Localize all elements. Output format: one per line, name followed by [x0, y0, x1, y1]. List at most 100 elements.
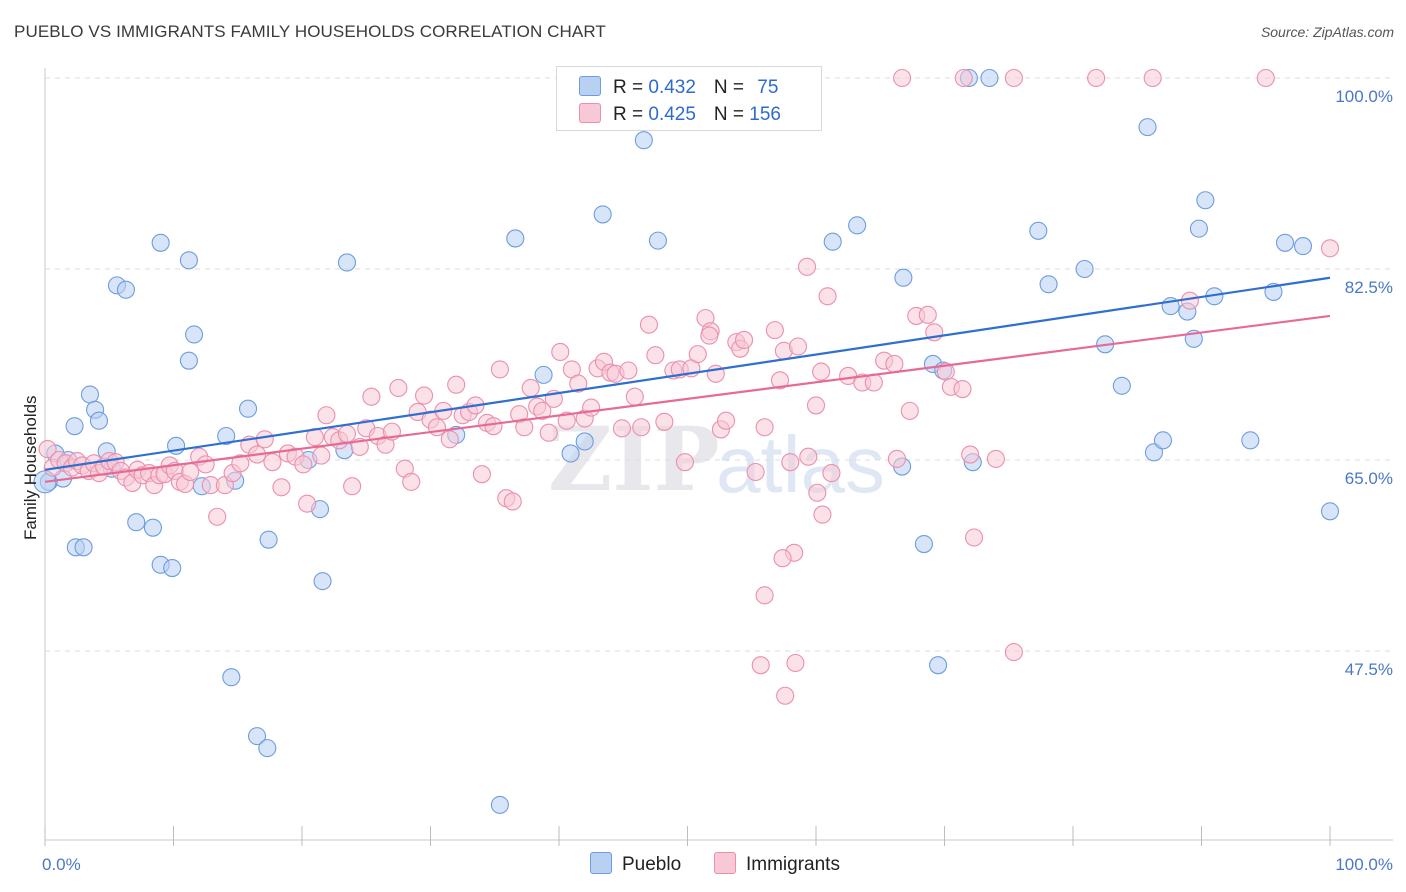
pueblo-point [222, 668, 241, 687]
pueblo-point [127, 513, 146, 532]
immigrants-point [961, 445, 980, 464]
immigrants-point [343, 477, 362, 496]
x-tick-label: 0.0% [42, 855, 81, 874]
pueblo-point [143, 518, 162, 537]
pueblo-point [1196, 191, 1215, 210]
immigrants-point [612, 419, 632, 438]
immigrants-point [773, 549, 792, 568]
immigrants-point [447, 375, 466, 394]
y-tick-label: 82.5% [1345, 278, 1393, 297]
immigrants-point [484, 417, 503, 436]
y-axis-label: Family Households [21, 395, 40, 540]
bottom-legend-pueblo-label: Pueblo [622, 854, 682, 875]
immigrants-point [632, 418, 651, 437]
bottom-legend-immigrants-label: Immigrants [746, 854, 840, 875]
x-tick-label: 100.0% [1335, 855, 1393, 874]
y-tick-label: 65.0% [1345, 469, 1393, 488]
immigrants-point [746, 462, 765, 482]
immigrants-point [533, 401, 552, 420]
immigrants-point [885, 354, 904, 374]
immigrants-point [490, 360, 509, 379]
immigrants-point [954, 68, 973, 88]
immigrants-point [1004, 68, 1023, 88]
immigrants-point [521, 378, 540, 398]
source-credit: Source: ZipAtlas.com [1260, 24, 1394, 40]
legend-n-value: 75 [757, 77, 779, 98]
immigrants-point [755, 586, 774, 605]
immigrants-point [625, 387, 644, 406]
pueblo-point [575, 432, 594, 451]
pueblo-point [80, 385, 100, 404]
pueblo-point [65, 417, 84, 436]
immigrants-point [389, 378, 408, 398]
pueblo-point [490, 795, 509, 814]
immigrants-point [312, 446, 331, 465]
pueblo-point [1153, 431, 1172, 450]
legend-r-value: 0.432 [648, 77, 696, 98]
bottom-legend-immigrants: Immigrants [714, 852, 840, 876]
immigrants-point [688, 345, 707, 364]
immigrants-point [799, 447, 818, 466]
immigrants-point [918, 305, 937, 324]
immigrants-point [818, 287, 837, 306]
immigrants-point [231, 454, 250, 473]
pueblo-point [823, 232, 842, 251]
pueblo-point [247, 727, 267, 746]
legend-box: R = 0.432 N = 75 R = 0.425 N = 156 [556, 66, 822, 131]
immigrants-point [298, 494, 317, 513]
pueblo-point [74, 538, 93, 557]
pueblo-point [593, 205, 612, 224]
immigrants-point [337, 424, 357, 443]
immigrants-point [806, 396, 826, 415]
immigrants-point [797, 257, 817, 276]
pueblo-point [1275, 233, 1295, 252]
immigrants-point [655, 412, 674, 431]
immigrants-swatch [579, 103, 601, 123]
legend-n-value: 156 [749, 104, 781, 125]
pueblo-point [337, 253, 357, 272]
immigrants-point [1004, 643, 1023, 662]
pueblo-point [534, 365, 553, 384]
immigrants-point [734, 330, 754, 349]
legend-r-value: 0.425 [648, 104, 696, 125]
pueblo-point [1293, 237, 1313, 256]
immigrants-point [415, 386, 434, 405]
immigrants-point [755, 418, 774, 437]
immigrants-point [208, 507, 227, 526]
pueblo-point [1138, 118, 1157, 137]
immigrants-point [822, 464, 841, 483]
immigrants-point [675, 453, 694, 472]
pueblo-point [914, 534, 933, 554]
immigrants-point [539, 423, 558, 442]
pueblo-point [163, 559, 182, 578]
immigrants-point [893, 68, 912, 88]
immigrants-point [515, 418, 534, 437]
legend-row-immigrants: R = 0.425 N = 156 [579, 103, 781, 125]
immigrants-point [953, 380, 972, 399]
immigrants-point [1320, 239, 1340, 258]
immigrants-series [38, 68, 1340, 705]
immigrants-point [808, 483, 827, 502]
pueblo-point [179, 351, 198, 370]
immigrants-point [440, 430, 459, 449]
immigrants-point [887, 449, 907, 468]
immigrants-point [317, 406, 336, 425]
immigrants-point [294, 455, 313, 474]
immigrants-point [272, 478, 291, 497]
immigrants-point [551, 342, 570, 361]
immigrants-point [503, 492, 522, 511]
pueblo-point [151, 233, 170, 252]
immigrants-point [181, 462, 200, 482]
legend-n-label: N = [713, 77, 750, 98]
pueblo-point [179, 251, 198, 270]
immigrants-point [986, 449, 1005, 468]
legend-r-label: R = [613, 104, 649, 125]
immigrants-point [765, 321, 784, 340]
immigrants-trendline [44, 314, 1331, 483]
gridlines [45, 77, 1393, 652]
immigrants-point [255, 430, 274, 449]
pueblo-point [980, 68, 999, 88]
pueblo-point [929, 656, 948, 675]
pueblo-point [506, 229, 525, 248]
